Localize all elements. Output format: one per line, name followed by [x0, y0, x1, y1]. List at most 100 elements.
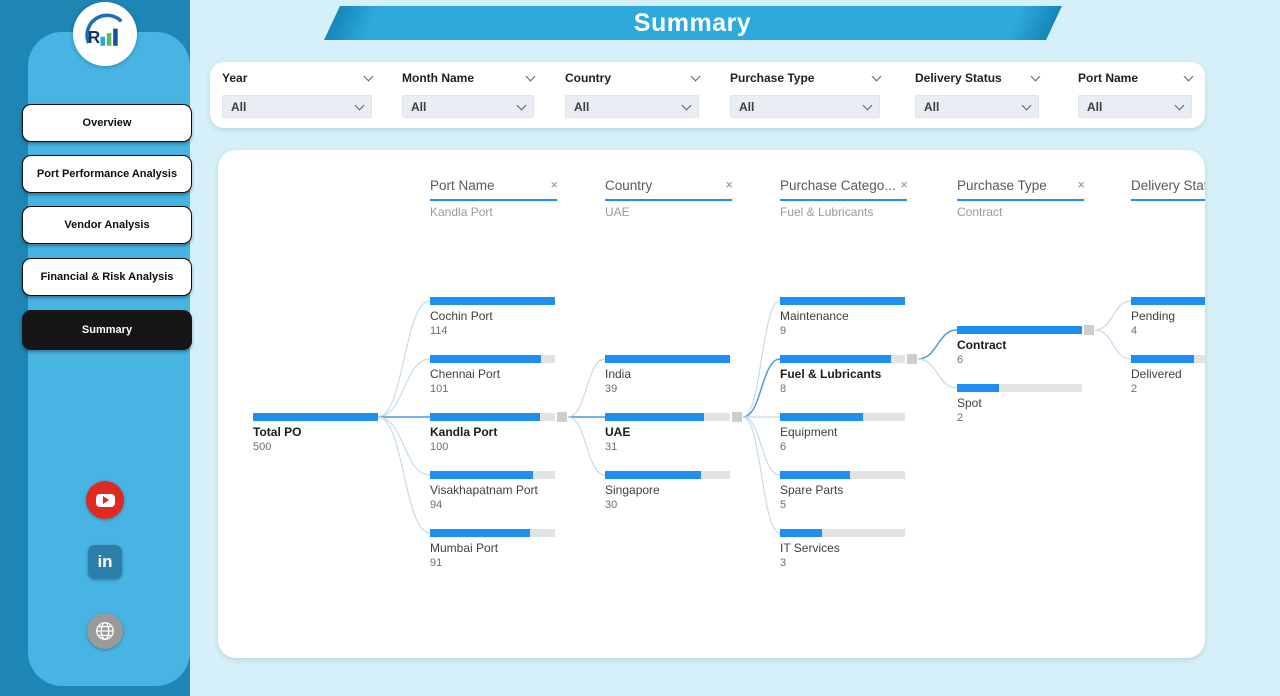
node-value: 8: [780, 383, 787, 395]
node-bar-fill: [1131, 297, 1205, 305]
tree-node-fuel[interactable]: Fuel & Lubricants 8: [780, 354, 917, 395]
close-icon[interactable]: ×: [725, 177, 733, 192]
tree-node-spare_parts[interactable]: Spare Parts 5: [780, 471, 905, 511]
node-bar[interactable]: [253, 413, 378, 421]
node-bar-fill: [430, 413, 540, 421]
chevron-down-icon[interactable]: [1183, 71, 1194, 82]
node-bar-fill: [605, 413, 704, 421]
level-selected-value: UAE: [605, 205, 630, 219]
node-value: 2: [1131, 383, 1138, 395]
sidebar-item-overview[interactable]: Overview: [22, 104, 192, 142]
globe-icon[interactable]: [87, 613, 123, 649]
node-bar-fill: [430, 297, 555, 305]
node-bar[interactable]: [430, 413, 555, 421]
tree-node-spot[interactable]: Spot 2: [957, 384, 1082, 424]
chevron-down-icon[interactable]: [690, 71, 701, 82]
chevron-down-icon[interactable]: [1030, 71, 1041, 82]
node-bar[interactable]: [430, 471, 555, 479]
node-bar-fill: [780, 297, 905, 305]
filter-label-purchase-type: Purchase Type: [730, 71, 882, 85]
logo: R: [73, 2, 137, 66]
close-icon[interactable]: ×: [900, 177, 908, 192]
tree-node-cochin[interactable]: Cochin Port 114: [430, 297, 555, 337]
tree-node-total[interactable]: Total PO 500: [253, 413, 378, 453]
node-bar[interactable]: [430, 297, 555, 305]
filter-dropdown-country[interactable]: All: [565, 95, 699, 118]
filter-purchase-type: Purchase Type All: [730, 62, 882, 128]
chevron-down-icon[interactable]: [525, 71, 536, 82]
node-bar[interactable]: [780, 297, 905, 305]
tree-node-pending[interactable]: Pending 4: [1131, 297, 1205, 337]
node-value: 114: [430, 325, 448, 337]
node-value: 6: [957, 354, 964, 366]
tree-node-singapore[interactable]: Singapore 30: [605, 471, 730, 511]
node-bar[interactable]: [430, 355, 555, 363]
tree-connectors: [377, 300, 1132, 534]
node-label: Equipment: [780, 425, 838, 439]
node-bar[interactable]: [605, 413, 730, 421]
tree-connector: [377, 300, 431, 418]
expand-handle[interactable]: [732, 412, 742, 422]
node-bar[interactable]: [605, 471, 730, 479]
tree-node-it_services[interactable]: IT Services 3: [780, 529, 905, 569]
close-icon[interactable]: ×: [550, 177, 558, 192]
node-bar[interactable]: [430, 529, 555, 537]
chevron-down-icon[interactable]: [871, 71, 882, 82]
node-bar[interactable]: [605, 355, 730, 363]
node-bar[interactable]: [780, 413, 905, 421]
node-bar[interactable]: [780, 529, 905, 537]
tree-connector: [567, 416, 606, 476]
filter-dropdown-port-name[interactable]: All: [1078, 95, 1192, 118]
node-bar[interactable]: [1131, 355, 1205, 363]
node-bar[interactable]: [957, 326, 1082, 334]
tree-node-mumbai[interactable]: Mumbai Port 91: [430, 529, 555, 569]
node-value: 500: [253, 441, 272, 453]
chevron-down-icon: [862, 100, 873, 110]
node-bar[interactable]: [780, 355, 905, 363]
tree-node-contract[interactable]: Contract 6: [957, 325, 1094, 366]
tree-node-uae[interactable]: UAE 31: [605, 412, 742, 453]
tree-node-delivered[interactable]: Delivered 2: [1131, 355, 1205, 395]
node-label: Mumbai Port: [430, 541, 499, 555]
chevron-down-icon: [1021, 100, 1032, 110]
node-value: 6: [780, 441, 787, 453]
node-value: 39: [605, 383, 618, 395]
youtube-play-icon: [95, 493, 115, 507]
node-label: Singapore: [605, 483, 660, 497]
node-bar[interactable]: [957, 384, 1082, 392]
node-bar-fill: [430, 471, 533, 479]
tree-node-visakhapatnam[interactable]: Visakhapatnam Port 94: [430, 471, 555, 511]
linkedin-icon[interactable]: in: [88, 545, 122, 579]
filter-dropdown-year[interactable]: All: [222, 95, 372, 118]
node-bar-fill: [957, 326, 1082, 334]
filter-dropdown-month-name[interactable]: All: [402, 95, 534, 118]
sidebar-item-financial-risk-analysis[interactable]: Financial & Risk Analysis: [22, 258, 192, 296]
node-value: 31: [605, 441, 618, 453]
chevron-down-icon: [516, 100, 527, 110]
tree-node-equipment[interactable]: Equipment 6: [780, 413, 905, 453]
expand-handle[interactable]: [1084, 325, 1094, 335]
node-bar[interactable]: [780, 471, 905, 479]
tree-node-india[interactable]: India 39: [605, 355, 730, 395]
tree-connector: [917, 358, 958, 389]
expand-handle[interactable]: [557, 412, 567, 422]
sidebar-item-summary[interactable]: Summary: [22, 310, 192, 350]
tree-node-kandla[interactable]: Kandla Port 100: [430, 412, 567, 453]
sidebar-item-vendor-analysis[interactable]: Vendor Analysis: [22, 206, 192, 244]
chevron-down-icon[interactable]: [363, 71, 374, 82]
node-bar-fill: [957, 384, 999, 392]
tree-node-chennai[interactable]: Chennai Port 101: [430, 355, 555, 395]
node-label: Cochin Port: [430, 309, 493, 323]
tree-level-header-port-name: Port Name × Kandla Port: [430, 177, 558, 219]
node-bar[interactable]: [1131, 297, 1205, 305]
level-header-label: Delivery Status: [1131, 178, 1205, 193]
filter-label-delivery-status: Delivery Status: [915, 71, 1041, 85]
tree-node-maintenance[interactable]: Maintenance 9: [780, 297, 905, 337]
filter-dropdown-delivery-status[interactable]: All: [915, 95, 1039, 118]
close-icon[interactable]: ×: [1077, 177, 1085, 192]
expand-handle[interactable]: [907, 354, 917, 364]
sidebar-item-port-performance-analysis[interactable]: Port Performance Analysis: [22, 155, 192, 193]
youtube-icon[interactable]: [86, 481, 124, 519]
filter-dropdown-purchase-type[interactable]: All: [730, 95, 880, 118]
